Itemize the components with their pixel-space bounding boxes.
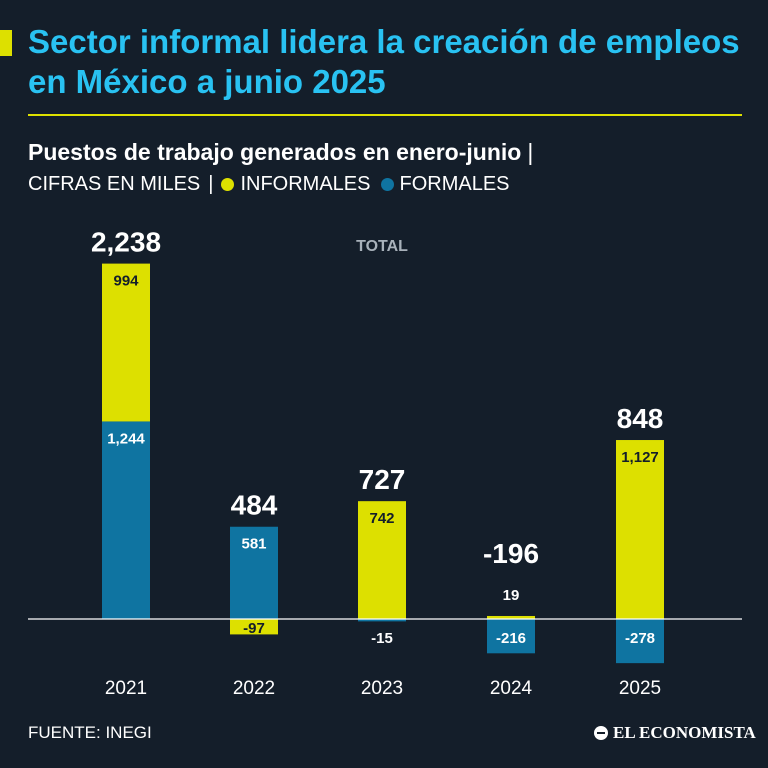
data-label-formal-2025: -278 <box>625 630 655 647</box>
total-label-2025: 848 <box>617 403 664 434</box>
bar-informal-2022 <box>230 619 278 635</box>
chart-subtitle: Puestos de trabajo generados en enero-ju… <box>28 138 533 166</box>
publisher-brand: EL ECONOMISTA <box>594 722 756 744</box>
x-tick-2025: 2025 <box>619 678 661 699</box>
bar-formal-2023 <box>358 619 406 622</box>
bar-informal-2023 <box>358 501 406 619</box>
data-label-informal-2022: -97 <box>243 620 265 637</box>
informal-dot-icon <box>221 177 235 191</box>
data-label-informal-2024: 19 <box>503 587 520 604</box>
data-label-formal-2022: 581 <box>241 536 266 553</box>
legend-item-informal: INFORMALES <box>221 171 371 197</box>
title-divider <box>28 114 742 116</box>
bar-informal-2021 <box>102 263 150 422</box>
data-label-formal-2021: 1,244 <box>107 430 145 447</box>
data-label-formal-2023: -15 <box>371 630 393 647</box>
publisher-name: EL ECONOMISTA <box>613 723 756 742</box>
x-tick-2022: 2022 <box>233 678 275 699</box>
x-tick-2024: 2024 <box>490 678 533 699</box>
bar-formal-2021 <box>102 421 150 619</box>
total-label-2022: 484 <box>231 490 278 521</box>
data-label-informal-2025: 1,127 <box>621 449 659 466</box>
bar-informal-2025 <box>616 440 664 619</box>
x-tick-2021: 2021 <box>105 678 147 699</box>
total-label-2021: 2,238 <box>91 227 161 258</box>
bar-formal-2024 <box>487 619 535 654</box>
bar-informal-2024 <box>487 615 535 619</box>
legend: CIFRAS EN MILES | INFORMALES FORMALES <box>28 171 520 197</box>
bar-formal-2022 <box>230 526 278 619</box>
formal-dot-icon <box>380 177 394 191</box>
data-label-informal-2023: 742 <box>369 510 394 527</box>
accent-bar <box>0 30 12 56</box>
legend-informal-label: INFORMALES <box>240 173 371 195</box>
subtitle-text: Puestos de trabajo generados en enero-ju… <box>28 139 522 165</box>
legend-item-formal: FORMALES <box>380 171 510 197</box>
units-label: CIFRAS EN MILES <box>28 173 201 195</box>
subtitle-separator: | <box>527 139 534 165</box>
bar-formal-2025 <box>616 619 664 664</box>
x-tick-2023: 2023 <box>361 678 403 699</box>
legend-separator: | <box>208 173 214 195</box>
data-label-informal-2021: 994 <box>113 273 139 290</box>
publisher-logo-icon <box>594 726 608 740</box>
source-note: FUENTE: INEGI <box>28 723 152 742</box>
total-label-2024: -196 <box>483 538 539 569</box>
chart-title: Sector informal lidera la creación de em… <box>28 23 740 100</box>
total-label-2023: 727 <box>359 464 406 495</box>
data-label-formal-2024: -216 <box>496 630 526 647</box>
total-header-label: TOTAL <box>356 238 408 255</box>
legend-formal-label: FORMALES <box>399 173 510 195</box>
